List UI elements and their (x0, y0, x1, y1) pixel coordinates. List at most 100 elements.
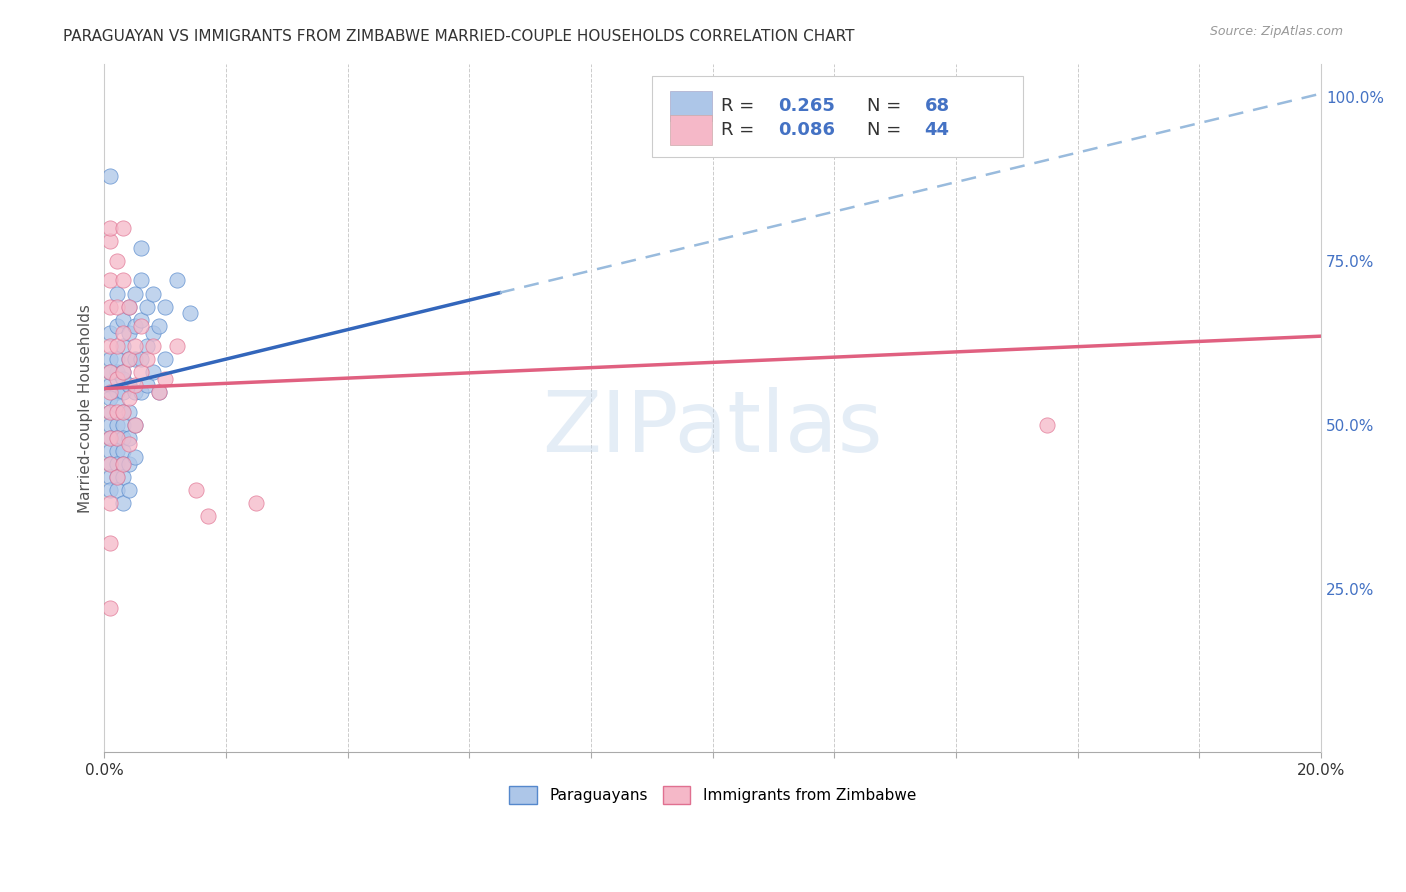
Point (129, 319, 152, 334)
Point (142, 339, 165, 353)
Point (111, 365, 134, 379)
Point (118, 483, 141, 498)
Point (105, 470, 128, 484)
Point (100, 417, 122, 432)
Point (124, 319, 146, 334)
Point (124, 286, 146, 301)
Point (142, 365, 165, 379)
Point (129, 312, 152, 326)
Point (136, 352, 159, 367)
Point (100, 535, 122, 549)
Point (105, 443, 128, 458)
Legend: Paraguayans, Immigrants from Zimbabwe: Paraguayans, Immigrants from Zimbabwe (503, 780, 922, 810)
Point (100, 169, 122, 183)
Point (100, 404, 122, 418)
Point (245, 496, 267, 510)
Point (111, 457, 134, 471)
Point (124, 384, 146, 399)
Point (111, 417, 134, 432)
Point (100, 378, 122, 392)
Point (105, 431, 128, 445)
Point (100, 221, 122, 235)
Point (100, 496, 122, 510)
Point (100, 234, 122, 248)
Point (105, 457, 128, 471)
Point (124, 339, 146, 353)
FancyBboxPatch shape (671, 115, 711, 145)
Point (105, 483, 128, 498)
Point (105, 365, 128, 379)
Point (124, 450, 146, 465)
Point (166, 273, 188, 287)
FancyBboxPatch shape (671, 91, 711, 121)
Point (111, 221, 134, 235)
Point (105, 398, 128, 412)
Point (111, 372, 134, 386)
Point (100, 273, 122, 287)
Point (105, 404, 128, 418)
Point (100, 483, 122, 498)
Point (100, 431, 122, 445)
Point (105, 339, 128, 353)
Point (111, 384, 134, 399)
Point (118, 300, 141, 314)
Point (111, 431, 134, 445)
Text: R =: R = (721, 97, 761, 115)
Text: R =: R = (721, 121, 761, 139)
Point (105, 417, 128, 432)
Point (105, 431, 128, 445)
Point (100, 431, 122, 445)
Point (1036, 417, 1059, 432)
Point (100, 457, 122, 471)
Point (148, 319, 170, 334)
Text: N =: N = (868, 97, 907, 115)
Point (197, 509, 219, 524)
Text: 68: 68 (925, 97, 949, 115)
Point (100, 470, 122, 484)
Point (100, 384, 122, 399)
Point (105, 253, 128, 268)
Point (118, 404, 141, 418)
Point (100, 601, 122, 615)
Point (118, 326, 141, 340)
Point (124, 417, 146, 432)
Point (105, 352, 128, 367)
Y-axis label: Married-couple Households: Married-couple Households (79, 304, 93, 513)
Point (118, 352, 141, 367)
Point (124, 417, 146, 432)
Point (142, 286, 165, 301)
Point (100, 392, 122, 406)
Point (100, 300, 122, 314)
Point (105, 300, 128, 314)
Text: 0.265: 0.265 (779, 97, 835, 115)
Point (129, 365, 152, 379)
Point (111, 326, 134, 340)
Point (148, 384, 170, 399)
Point (111, 365, 134, 379)
Text: 0.086: 0.086 (779, 121, 835, 139)
Point (129, 241, 152, 255)
Point (100, 365, 122, 379)
Text: ZIPatlas: ZIPatlas (543, 387, 883, 470)
Point (129, 352, 152, 367)
Text: PARAGUAYAN VS IMMIGRANTS FROM ZIMBABWE MARRIED-COUPLE HOUSEHOLDS CORRELATION CHA: PARAGUAYAN VS IMMIGRANTS FROM ZIMBABWE M… (63, 29, 855, 44)
Point (166, 339, 188, 353)
Point (148, 384, 170, 399)
Point (129, 273, 152, 287)
Point (111, 443, 134, 458)
Point (129, 384, 152, 399)
Point (105, 286, 128, 301)
Point (136, 378, 159, 392)
Text: N =: N = (868, 121, 907, 139)
Point (111, 404, 134, 418)
Point (111, 273, 134, 287)
Text: Source: ZipAtlas.com: Source: ZipAtlas.com (1209, 25, 1343, 38)
Point (118, 392, 141, 406)
Point (105, 319, 128, 334)
Point (100, 443, 122, 458)
Point (118, 300, 141, 314)
Point (124, 378, 146, 392)
Point (155, 352, 177, 367)
Point (100, 365, 122, 379)
Point (124, 352, 146, 367)
